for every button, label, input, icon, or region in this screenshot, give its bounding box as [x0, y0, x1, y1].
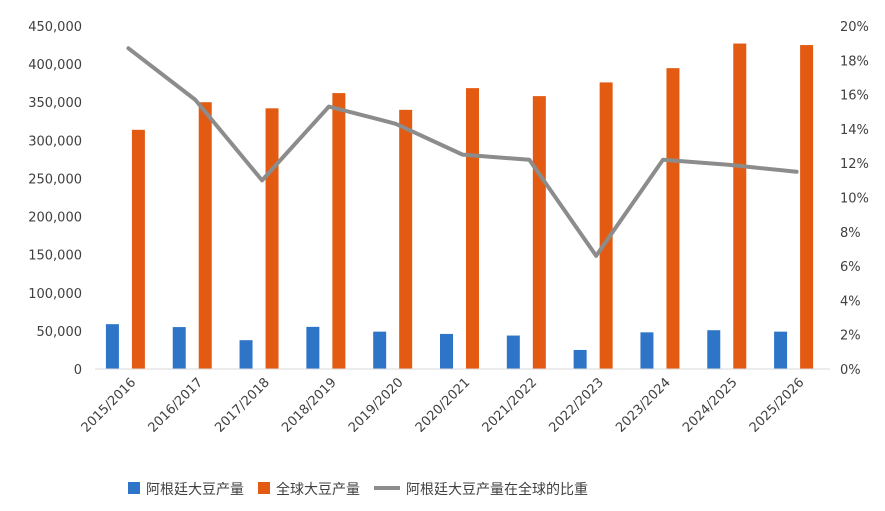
x-axis-tick-label: 2016/2017 [146, 375, 207, 436]
x-axis-tick-label: 2018/2019 [279, 375, 340, 436]
right-axis-tick-label: 20% [840, 20, 869, 35]
global-bar [399, 109, 413, 369]
x-axis-tick-label: 2015/2016 [79, 375, 140, 436]
argentina-bar [707, 330, 721, 369]
left-axis-tick-label: 250,000 [28, 172, 82, 187]
argentina-bar [640, 332, 654, 369]
legend-label: 阿根廷大豆产量 [146, 482, 244, 498]
x-axis-tick-label: 2022/2023 [546, 375, 607, 436]
left-axis-tick-label: 200,000 [28, 211, 82, 226]
argentina-bar [373, 331, 387, 369]
global-bar [466, 88, 479, 370]
right-axis-tick-label: 18% [840, 54, 869, 69]
legend-swatch [128, 482, 140, 494]
argentina-bar [774, 331, 788, 369]
right-y-axis: 0% 2% 4% 6% 8% 10% 12% 14% 16% 18% 20% [840, 20, 869, 378]
right-axis-tick-label: 14% [840, 123, 869, 138]
right-axis-tick-label: 16% [840, 89, 869, 104]
left-axis-tick-label: 450,000 [28, 20, 82, 35]
argentina-bar [573, 349, 587, 369]
x-axis: 2015/2016 2016/2017 2017/2018 2018/2019 2019… [79, 368, 830, 436]
x-axis-tick-label: 2023/2024 [613, 375, 674, 436]
global-bar [599, 82, 613, 369]
global-bar [666, 68, 680, 370]
left-y-axis: 0 50,000 100,000 150,000 200,000 250,000 300,0… [28, 20, 82, 378]
x-axis-tick-label: 2020/2021 [413, 375, 474, 436]
right-axis-tick-label: 2% [840, 329, 861, 344]
left-axis-tick-label: 150,000 [28, 249, 82, 264]
right-axis-tick-label: 10% [840, 192, 869, 207]
x-axis-tick-label: 2024/2025 [680, 375, 741, 436]
right-axis-tick-label: 6% [840, 260, 861, 275]
right-axis-tick-label: 8% [840, 226, 861, 241]
left-axis-tick-label: 0 [74, 363, 82, 378]
argentina-bar [506, 335, 520, 369]
argentina-bar [306, 326, 320, 369]
left-axis-tick-label: 50,000 [37, 325, 83, 340]
argentina-bar [105, 324, 119, 369]
global-bar [800, 45, 814, 370]
global-bar [532, 96, 546, 369]
argentina-bar [239, 340, 253, 369]
bar-series [105, 43, 814, 370]
global-bar [733, 43, 747, 369]
x-axis-tick-label: 2025/2026 [747, 375, 808, 436]
left-axis-tick-label: 350,000 [28, 96, 82, 111]
legend: 阿根廷大豆产量 全球大豆产量 阿根廷大豆产量在全球的比重 [128, 481, 588, 498]
left-axis-tick-label: 400,000 [28, 58, 82, 73]
legend-swatch [258, 482, 270, 494]
x-axis-tick-label: 2021/2022 [480, 375, 541, 436]
global-bar [332, 93, 346, 369]
left-axis-tick-label: 100,000 [28, 287, 82, 302]
right-axis-tick-label: 12% [840, 157, 869, 172]
global-bar [265, 108, 279, 369]
right-axis-tick-label: 4% [840, 294, 861, 309]
argentina-bar [440, 333, 453, 369]
global-bar [131, 129, 145, 369]
right-axis-tick-label: 0% [840, 363, 861, 378]
argentina-bar [172, 327, 186, 369]
share-line [126, 46, 799, 258]
left-axis-tick-label: 300,000 [28, 134, 82, 149]
x-axis-tick-label: 2017/2018 [212, 375, 273, 436]
global-bar [198, 102, 212, 369]
legend-label: 全球大豆产量 [276, 481, 360, 498]
x-axis-tick-label: 2019/2020 [346, 375, 407, 436]
line-series [126, 46, 799, 258]
legend-label: 阿根廷大豆产量在全球的比重 [406, 481, 588, 498]
